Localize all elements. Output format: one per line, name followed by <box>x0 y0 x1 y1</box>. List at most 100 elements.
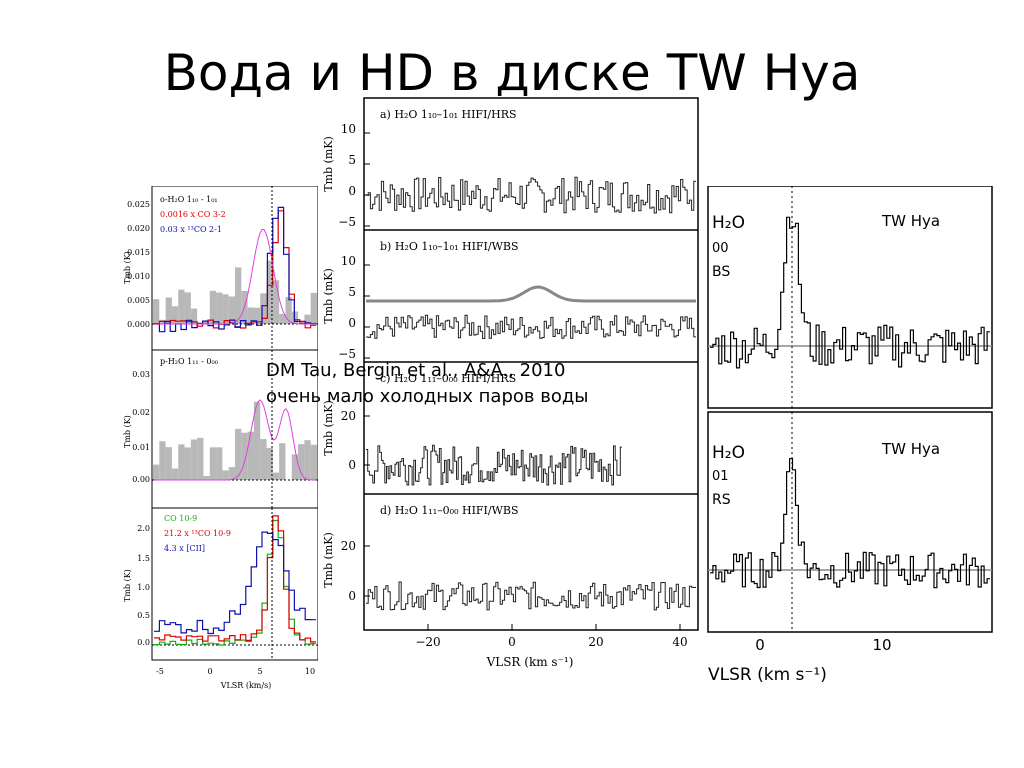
left-p2-bar <box>266 447 273 480</box>
center-d-ytick-1: 0 <box>348 589 356 603</box>
left-p1-legend-2: 0.03 x ¹³CO 2-1 <box>160 225 222 234</box>
center-a-ytick-0: 10 <box>341 122 356 136</box>
center-spectrum-3 <box>366 581 696 611</box>
left-p1-bar <box>184 292 191 324</box>
right-panel1-frame <box>707 186 993 409</box>
left-p2-bar <box>159 441 166 480</box>
right-p1-species: H₂O <box>712 213 745 233</box>
center-b-ytick-1: 5 <box>348 285 356 299</box>
left-p2-bar <box>272 472 280 480</box>
left-p2-ytick-1: 0.02 <box>132 408 150 417</box>
center-a-ytick-3: −5 <box>338 215 356 229</box>
left-p2-ytick-3: 0.00 <box>132 475 150 484</box>
center-xlabel: VLSR (km s⁻¹) <box>486 655 574 669</box>
center-b-ytick-0: 10 <box>341 254 356 268</box>
right-p1-sub1: 00 <box>712 241 729 256</box>
center-panel-b-plot <box>364 264 696 359</box>
figure-right-svg: H₂O 00 BS TW Hya H₂O 01 RS TW Hya 0 10 V… <box>707 186 993 685</box>
center-xtick-0: −20 <box>415 635 440 649</box>
left-p3-ylabel: Tmb (K) <box>123 569 132 602</box>
left-p3-legend-2: 4.3 x [CII] <box>164 544 205 553</box>
left-p3-13co109 <box>154 515 316 643</box>
left-p1-bar <box>190 308 198 324</box>
left-p2-bar <box>291 454 299 480</box>
left-panel2-plot <box>152 350 318 508</box>
center-b-ytick-2: 0 <box>348 316 356 330</box>
center-xtick-3: 40 <box>672 635 687 649</box>
left-p1-bar <box>228 296 235 324</box>
left-p1-legend-1: 0.0016 x CO 3-2 <box>160 210 226 219</box>
center-panel-c-label: c) H₂O 1₁₁–0₀₀ HIFI/HRS <box>380 372 516 385</box>
left-p2-model <box>154 399 316 481</box>
center-xtick-1: 0 <box>508 635 516 649</box>
right-p2-label: TW Hya <box>881 440 940 458</box>
left-p2-bar <box>235 428 242 480</box>
left-p1-ytick-0: 0.025 <box>127 200 150 209</box>
left-p1-ytick-4: 0.005 <box>127 296 150 305</box>
left-p3-ytick-1: 1.5 <box>137 554 150 563</box>
left-p2-bar <box>153 464 160 480</box>
slide-title: Вода и HD в диске TW Hya <box>163 44 861 102</box>
left-p2-bar <box>184 447 191 480</box>
left-panel3-plot <box>152 508 318 660</box>
caption-line-1: DM Tau, Bergin et al., A&A., 2010 <box>266 360 566 381</box>
left-p3-ytick-3: 0.5 <box>137 611 150 620</box>
figure-right-tw-hya-spectra: H₂O 00 BS TW Hya H₂O 01 RS TW Hya 0 10 V… <box>698 186 998 690</box>
left-p1-legend-0: o-H₂O 1₁₀ - 1₀₁ <box>160 195 218 204</box>
left-p1-bar <box>222 294 229 324</box>
left-p2-bar <box>304 440 311 480</box>
left-p1-model <box>154 229 316 325</box>
figure-center-hifi-spectra: a) H₂O 1₁₀–1₀₁ HIFI/HRS b) H₂O 1₁₀–1₀₁ H… <box>318 96 702 676</box>
left-p1-bar <box>304 314 311 324</box>
center-panel-a-plot <box>364 132 696 227</box>
left-p3-ytick-0: 2.0 <box>137 524 150 533</box>
left-xlabel: VLSR (km/s) <box>220 681 272 690</box>
center-b-ylabel: Tmb (mK) <box>322 268 335 324</box>
left-p3-legend-0: CO 10-9 <box>164 514 197 523</box>
figure-center-svg: a) H₂O 1₁₀–1₀₁ HIFI/HRS b) H₂O 1₁₀–1₀₁ H… <box>322 97 699 669</box>
center-xtick-2: 20 <box>588 635 603 649</box>
left-p2-ylabel: Tmb (K) <box>123 415 132 448</box>
left-p1-ytick-2: 0.015 <box>127 248 150 257</box>
center-panel-d-plot <box>364 545 696 630</box>
center-panel-b-label: b) H₂O 1₁₀–1₀₁ HIFI/WBS <box>380 240 519 253</box>
left-p1-bar <box>272 280 280 324</box>
left-p2-bar <box>197 437 204 480</box>
center-frame <box>363 97 699 631</box>
left-p1-ytick-3: 0.010 <box>127 272 150 281</box>
caption-line-2: очень мало холодных паров воды <box>266 386 589 407</box>
right-panel2-plot <box>708 412 992 632</box>
right-p2-sub2: RS <box>712 492 731 508</box>
left-p2-bar <box>209 447 217 480</box>
left-p2-legend-0: p-H₂O 1₁₁ - 0₀₀ <box>160 357 218 366</box>
left-p1-bar <box>253 307 261 324</box>
center-spectrum-1 <box>366 314 696 339</box>
left-p2-bar <box>216 447 223 480</box>
left-xtick-1: 0 <box>207 667 212 676</box>
figure-left-dm-tau-spectra: o-H₂O 1₁₀ - 1₀₁ 0.0016 x CO 3-2 0.03 x ¹… <box>118 186 324 694</box>
right-panel1-plot <box>708 186 992 408</box>
right-p2-species: H₂O <box>712 443 745 463</box>
left-p3-legend-1: 21.2 x ¹³CO 10-9 <box>164 529 231 538</box>
right-xtick-0: 0 <box>755 636 765 654</box>
left-p1-ylabel: Tmb (K) <box>123 251 132 284</box>
right-p2-spectrum <box>710 458 990 589</box>
left-p1-bar <box>266 260 273 324</box>
left-p3-cii <box>154 531 316 635</box>
center-spectrum-2 <box>366 444 622 486</box>
left-xtick-2: 5 <box>257 667 262 676</box>
center-a-ytick-2: 0 <box>348 184 356 198</box>
left-p1-bar <box>216 292 223 324</box>
left-p1-ytick-1: 0.020 <box>127 224 150 233</box>
left-p2-bar <box>253 401 261 480</box>
center-spectrum-0 <box>366 176 696 214</box>
center-panel-a-label: a) H₂O 1₁₀–1₀₁ HIFI/HRS <box>380 108 517 121</box>
center-c-ytick-0: 20 <box>341 409 356 423</box>
left-p1-13co21 <box>154 206 316 333</box>
left-p1-bar <box>165 297 172 324</box>
left-p3-ytick-2: 1.0 <box>137 583 150 592</box>
left-p2-bar <box>310 444 317 480</box>
center-fit-curve <box>366 285 696 303</box>
right-p1-sub2: BS <box>712 264 730 280</box>
left-p2-bar <box>260 439 267 480</box>
